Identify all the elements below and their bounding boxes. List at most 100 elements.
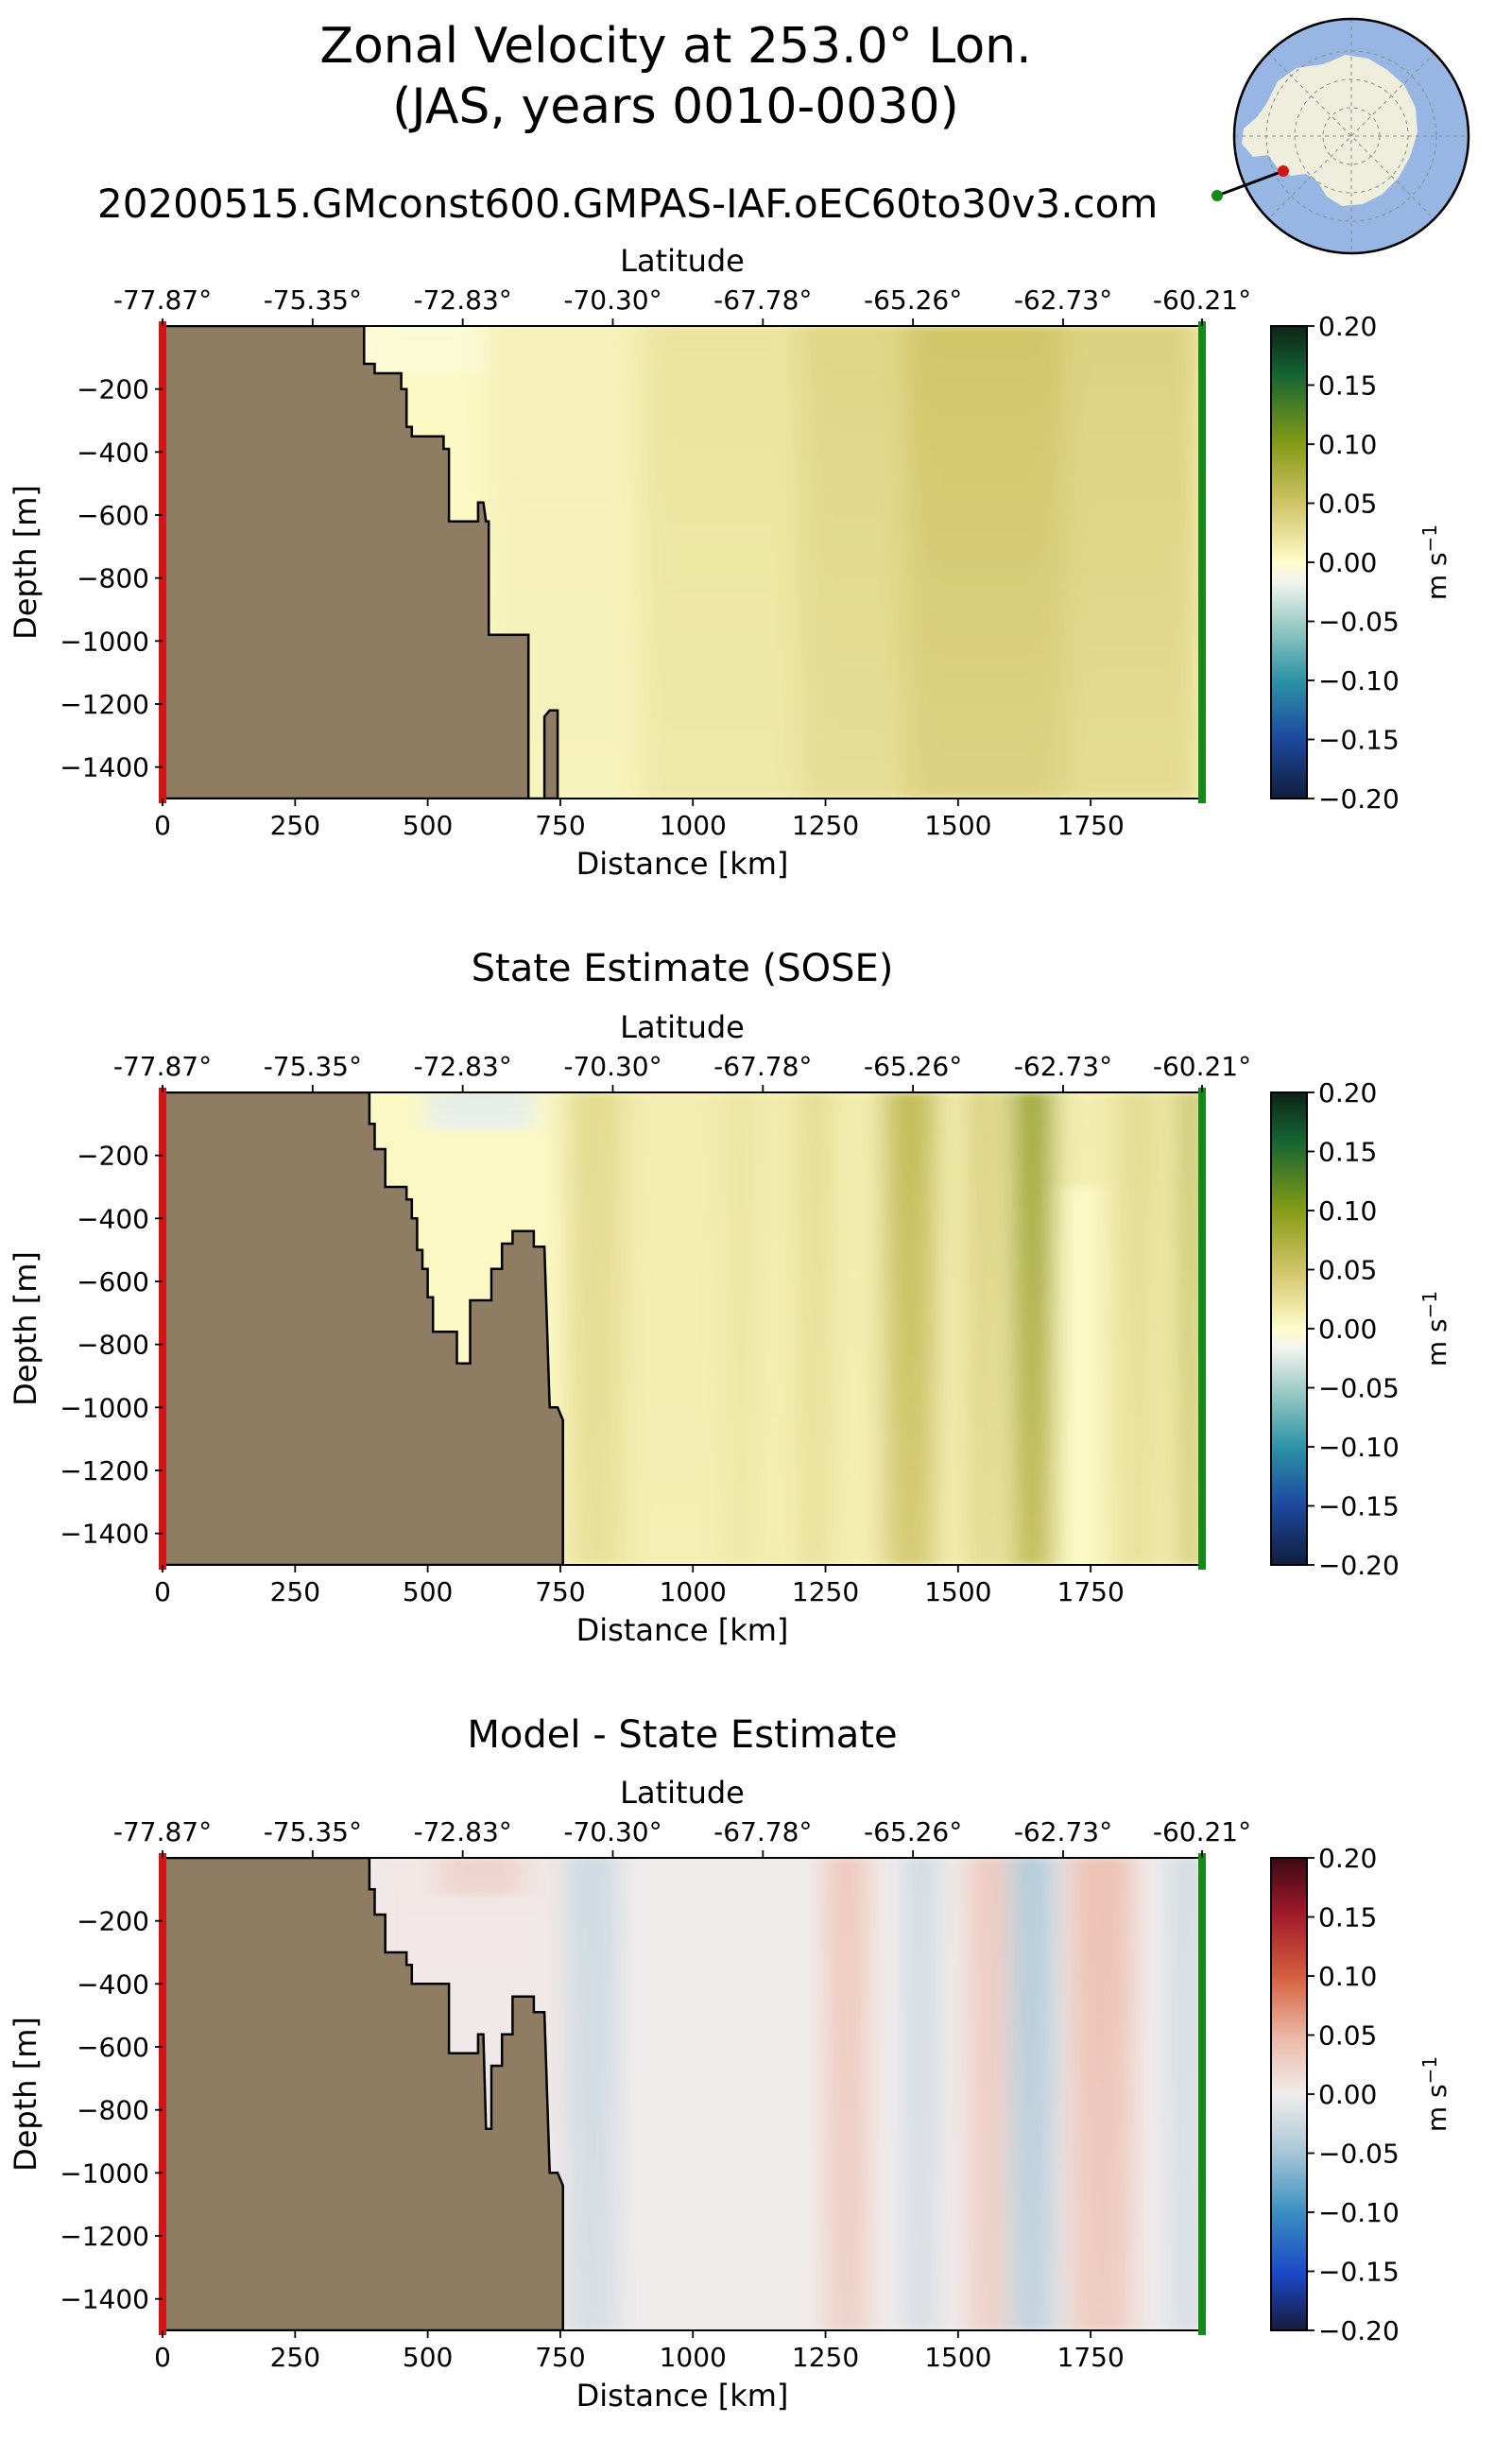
lat-tick-label: -72.83° xyxy=(414,284,512,316)
y-tick-label: −1400 xyxy=(60,1519,149,1550)
panel-model-minus-state-estimate: Model - State Estimate 0 250 500 750 1000 1250… xyxy=(8,1713,1452,2414)
y-tick-label: −800 xyxy=(77,563,149,594)
field-band xyxy=(1117,1092,1160,1565)
colorbar-tick-label: −0.05 xyxy=(1318,1373,1400,1404)
colorbar-label-exponent: −1 xyxy=(1418,2056,1441,2084)
x-tick-label: 250 xyxy=(270,810,320,841)
latitude-axis-label: Latitude xyxy=(620,1009,745,1045)
colorbar-tick-label: 0.10 xyxy=(1318,1195,1377,1227)
x-tick-label: 250 xyxy=(270,1576,320,1607)
bathymetry-land xyxy=(163,326,559,799)
x-tick-label: 750 xyxy=(535,810,585,841)
y-tick-label: −200 xyxy=(77,1141,149,1172)
colorbar-label: m s−1 xyxy=(1418,1291,1452,1366)
colorbar-tick-label: 0.05 xyxy=(1318,1255,1377,1286)
field-band xyxy=(1180,1092,1202,1565)
y-tick-label: −400 xyxy=(77,1203,149,1234)
panel-title: State Estimate (SOSE) xyxy=(472,947,894,990)
x-tick-label: 500 xyxy=(403,1576,453,1607)
map-graticule xyxy=(1234,19,1469,253)
panel-title: Model - State Estimate xyxy=(467,1713,897,1757)
lat-tick-label: -72.83° xyxy=(414,1051,512,1082)
colorbar-tick-label: 0.00 xyxy=(1318,1314,1377,1345)
y-tick-label: −1200 xyxy=(60,689,149,720)
y-tick-label: −200 xyxy=(77,1906,149,1937)
lat-tick-label: -65.26° xyxy=(864,1051,962,1082)
field-band xyxy=(884,1092,937,1565)
y-tick-label: −1400 xyxy=(60,2284,149,2315)
field-band xyxy=(1010,1092,1054,1565)
colorbar-label-exponent: −1 xyxy=(1418,524,1441,552)
colorbar-tick-label: 0.00 xyxy=(1318,2079,1377,2110)
colorbar-tick-label: 0.05 xyxy=(1318,489,1377,520)
colorbar-tick-label: −0.20 xyxy=(1318,1550,1400,1581)
bathymetry-land xyxy=(163,1092,564,1565)
lat-tick-label: -70.30° xyxy=(563,1816,662,1847)
x-tick-label: 0 xyxy=(154,2342,171,2373)
x-tick-label: 500 xyxy=(403,810,453,841)
colorbar-label-exponent: −1 xyxy=(1418,1291,1441,1318)
bathymetry-land xyxy=(163,1858,564,2330)
lat-tick-label: -60.21° xyxy=(1153,1051,1251,1082)
field-band xyxy=(438,1858,524,1896)
colorbar-tick-label: −0.20 xyxy=(1318,2315,1400,2346)
field-band xyxy=(904,1858,937,2330)
field-band xyxy=(1064,1187,1096,1565)
x-tick-label: 250 xyxy=(270,2342,320,2373)
colorbar-tick-label: −0.05 xyxy=(1318,2139,1400,2170)
x-tick-label: 1250 xyxy=(792,1576,859,1607)
lat-tick-label: -62.73° xyxy=(1014,284,1112,316)
latitude-axis-label: Latitude xyxy=(620,1775,745,1811)
lat-tick-label: -75.35° xyxy=(264,1051,362,1082)
y-tick-label: −600 xyxy=(77,1266,149,1297)
x-axis-label: Distance [km] xyxy=(576,1612,789,1648)
colorbar-tick-label: 0.15 xyxy=(1318,1137,1377,1168)
x-tick-label: 1500 xyxy=(924,810,991,841)
colorbar-tick-label: 0.05 xyxy=(1318,2020,1377,2052)
panel-state-estimate: State Estimate (SOSE) 0 250 500 750 1000 1250 1… xyxy=(8,947,1452,1648)
figure-title-line2: (JAS, years 0010-0030) xyxy=(392,78,959,135)
lat-tick-label: -67.78° xyxy=(713,1816,812,1847)
field-band xyxy=(969,1858,1006,2330)
lat-tick-label: -65.26° xyxy=(864,284,962,316)
colorbar-tick-label: −0.15 xyxy=(1318,725,1400,756)
colorbar: 0.20 0.15 0.10 0.05 0.00 −0.05 −0.10 −0.15 −0.20… xyxy=(1270,1843,1452,2346)
x-tick-label: 1250 xyxy=(792,810,859,841)
figure-title-line1: Zonal Velocity at 253.0° Lon. xyxy=(319,18,1031,75)
y-tick-label: −1000 xyxy=(60,2157,149,2189)
field-band xyxy=(427,1092,534,1130)
lat-tick-label: -65.26° xyxy=(864,1816,962,1847)
field-band xyxy=(1069,1858,1134,2330)
y-axis-label: Depth [m] xyxy=(8,2017,43,2172)
x-tick-label: 1000 xyxy=(660,810,727,841)
colorbar-tick-label: 0.15 xyxy=(1318,1902,1377,1933)
field-band xyxy=(364,326,503,373)
field-band xyxy=(1010,1858,1054,2330)
y-tick-label: −400 xyxy=(77,1968,149,2000)
colorbar-tick-label: −0.05 xyxy=(1318,607,1400,638)
x-tick-label: 1500 xyxy=(924,1576,991,1607)
y-tick-label: −1000 xyxy=(60,626,149,657)
colorbar-tick-label: −0.20 xyxy=(1318,783,1400,815)
lat-tick-label: -77.87° xyxy=(113,1816,212,1847)
field-band xyxy=(969,1092,996,1565)
x-tick-label: 1500 xyxy=(924,2342,991,2373)
colorbar-tick-label: 0.15 xyxy=(1318,370,1377,402)
inset-map xyxy=(1211,17,1470,255)
colorbar-tick-label: 0.20 xyxy=(1318,1077,1377,1108)
colorbar-tick-label: 0.00 xyxy=(1318,547,1377,578)
x-axis-label: Distance [km] xyxy=(576,2378,789,2414)
lat-tick-label: -60.21° xyxy=(1153,284,1251,316)
colorbar-tick-label: 0.20 xyxy=(1318,1843,1377,1874)
lat-tick-label: -67.78° xyxy=(713,1051,812,1082)
y-tick-label: −200 xyxy=(77,374,149,405)
lat-tick-label: -72.83° xyxy=(414,1816,512,1847)
x-tick-label: 750 xyxy=(535,2342,585,2373)
y-tick-label: −400 xyxy=(77,437,149,468)
y-tick-label: −600 xyxy=(77,2032,149,2063)
section-end-dot xyxy=(1211,190,1223,201)
x-tick-label: 1000 xyxy=(660,1576,727,1607)
y-tick-label: −1200 xyxy=(60,1455,149,1486)
section-line xyxy=(1216,169,1284,198)
